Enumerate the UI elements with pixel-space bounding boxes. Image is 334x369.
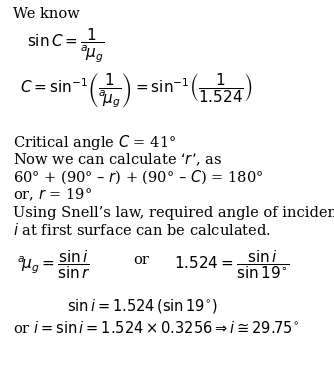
Text: ${}^{a}\!\mu_{g} = \dfrac{\sin i}{\sin r}$: ${}^{a}\!\mu_{g} = \dfrac{\sin i}{\sin r… (17, 249, 91, 281)
Text: $i$ at first surface can be calculated.: $i$ at first surface can be calculated. (13, 221, 271, 238)
Text: or: or (134, 253, 150, 267)
Text: or $i = \sin i = 1.524 \times 0.3256 \Rightarrow i \cong 29.75^{\circ}$: or $i = \sin i = 1.524 \times 0.3256 \Ri… (13, 320, 300, 337)
Text: $1.524 = \dfrac{\sin i}{\sin 19^{\circ}}$: $1.524 = \dfrac{\sin i}{\sin 19^{\circ}}… (174, 249, 289, 281)
Text: Now we can calculate ‘$r$’, as: Now we can calculate ‘$r$’, as (13, 152, 223, 168)
Text: Critical angle $C$ = 41°: Critical angle $C$ = 41° (13, 132, 177, 152)
Text: $\sin i = 1.524\,(\sin 19^{\circ})$: $\sin i = 1.524\,(\sin 19^{\circ})$ (67, 297, 217, 314)
Text: 60° + (90° – $r$) + (90° – $C$) = 180°: 60° + (90° – $r$) + (90° – $C$) = 180° (13, 169, 264, 186)
Text: Using Snell’s law, required angle of incidence: Using Snell’s law, required angle of inc… (13, 206, 334, 220)
Text: or, $r$ = 19°: or, $r$ = 19° (13, 187, 93, 203)
Text: $\sin C = \dfrac{1}{{}^{a}\!\mu_{g}}$: $\sin C = \dfrac{1}{{}^{a}\!\mu_{g}}$ (27, 26, 104, 64)
Text: We know: We know (13, 7, 80, 21)
Text: $C = \sin^{-1}\!\left(\dfrac{1}{{}^{a}\!\mu_{g}}\right) = \sin^{-1}\!\left(\dfra: $C = \sin^{-1}\!\left(\dfrac{1}{{}^{a}\!… (20, 71, 253, 110)
